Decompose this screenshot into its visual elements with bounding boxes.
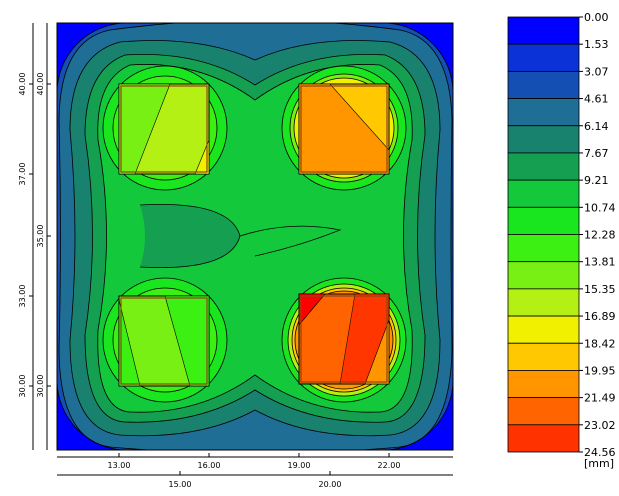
x-tick-label-top-3: 22.00	[378, 461, 401, 470]
y-tick-label-inner-0: 40.00	[36, 73, 45, 96]
y-tick-label-inner-2: 30.00	[36, 375, 45, 398]
legend-label-12: 18.42	[584, 337, 616, 350]
legend: 0.00 1.53 3.07 4.61 6.14 7.67 9.21 10.74 12.28 13…	[507, 11, 616, 470]
legend-label-2: 3.07	[584, 65, 609, 78]
legend-label-10: 15.35	[584, 283, 616, 296]
contour-notch	[140, 204, 240, 268]
legend-label-16: 24.56	[584, 446, 616, 459]
plot-area	[57, 23, 453, 450]
legend-unit: [mm]	[584, 457, 614, 470]
legend-label-4: 6.14	[584, 120, 609, 133]
legend-swatch-14	[507, 397, 580, 426]
legend-swatch-5	[507, 152, 580, 181]
legend-swatch-8	[507, 234, 580, 263]
legend-label-7: 10.74	[584, 201, 616, 214]
legend-swatch-13	[507, 370, 580, 399]
legend-swatch-10	[507, 288, 580, 317]
x-tick-label-top-0: 13.00	[108, 461, 131, 470]
y-tick-label-outer-0: 40.00	[18, 73, 27, 96]
y-tick-label-outer-3: 30.00	[18, 375, 27, 398]
contour-lines	[57, 23, 453, 450]
legend-label-14: 21.49	[584, 392, 616, 405]
legend-label-11: 16.89	[584, 310, 616, 323]
legend-swatch-1	[507, 43, 580, 72]
source-bottom-right	[298, 293, 390, 385]
legend-label-1: 1.53	[584, 38, 609, 51]
axis-ticks: 13.00 16.00 19.00 22.00 15.00 20.00 40.00 37.00…	[18, 73, 400, 489]
legend-label-3: 4.61	[584, 93, 609, 106]
plot-frame	[56, 22, 454, 451]
legend-swatch-2	[507, 70, 580, 99]
legend-label-6: 9.21	[584, 174, 609, 187]
legend-label-13: 19.95	[584, 364, 616, 377]
x-tick-label-top-2: 19.00	[288, 461, 311, 470]
y-tick-label-outer-2: 33.00	[18, 285, 27, 308]
source-top-left	[118, 83, 210, 175]
legend-swatch-7	[507, 206, 580, 235]
legend-label-0: 0.00	[584, 11, 609, 24]
legend-label-9: 13.81	[584, 256, 616, 269]
x-tick-label-bottom-0: 15.00	[169, 480, 192, 489]
source-bottom-left	[118, 295, 210, 387]
y-tick-label-outer-1: 37.00	[18, 163, 27, 186]
legend-swatch-9	[507, 261, 580, 290]
legend-swatch-0	[507, 16, 580, 45]
legend-label-15: 23.02	[584, 419, 616, 432]
legend-label-5: 7.67	[584, 147, 609, 160]
legend-swatch-11	[507, 315, 580, 344]
source-top-right	[298, 83, 390, 175]
legend-swatch-6	[507, 179, 580, 208]
legend-swatch-4	[507, 125, 580, 154]
legend-swatch-15	[507, 424, 580, 453]
legend-swatch-3	[507, 98, 580, 127]
x-tick-label-bottom-1: 20.00	[319, 480, 342, 489]
legend-label-8: 12.28	[584, 229, 616, 242]
y-tick-label-inner-1: 35.00	[36, 225, 45, 248]
x-tick-label-top-1: 16.00	[198, 461, 221, 470]
legend-swatch-12	[507, 342, 580, 371]
